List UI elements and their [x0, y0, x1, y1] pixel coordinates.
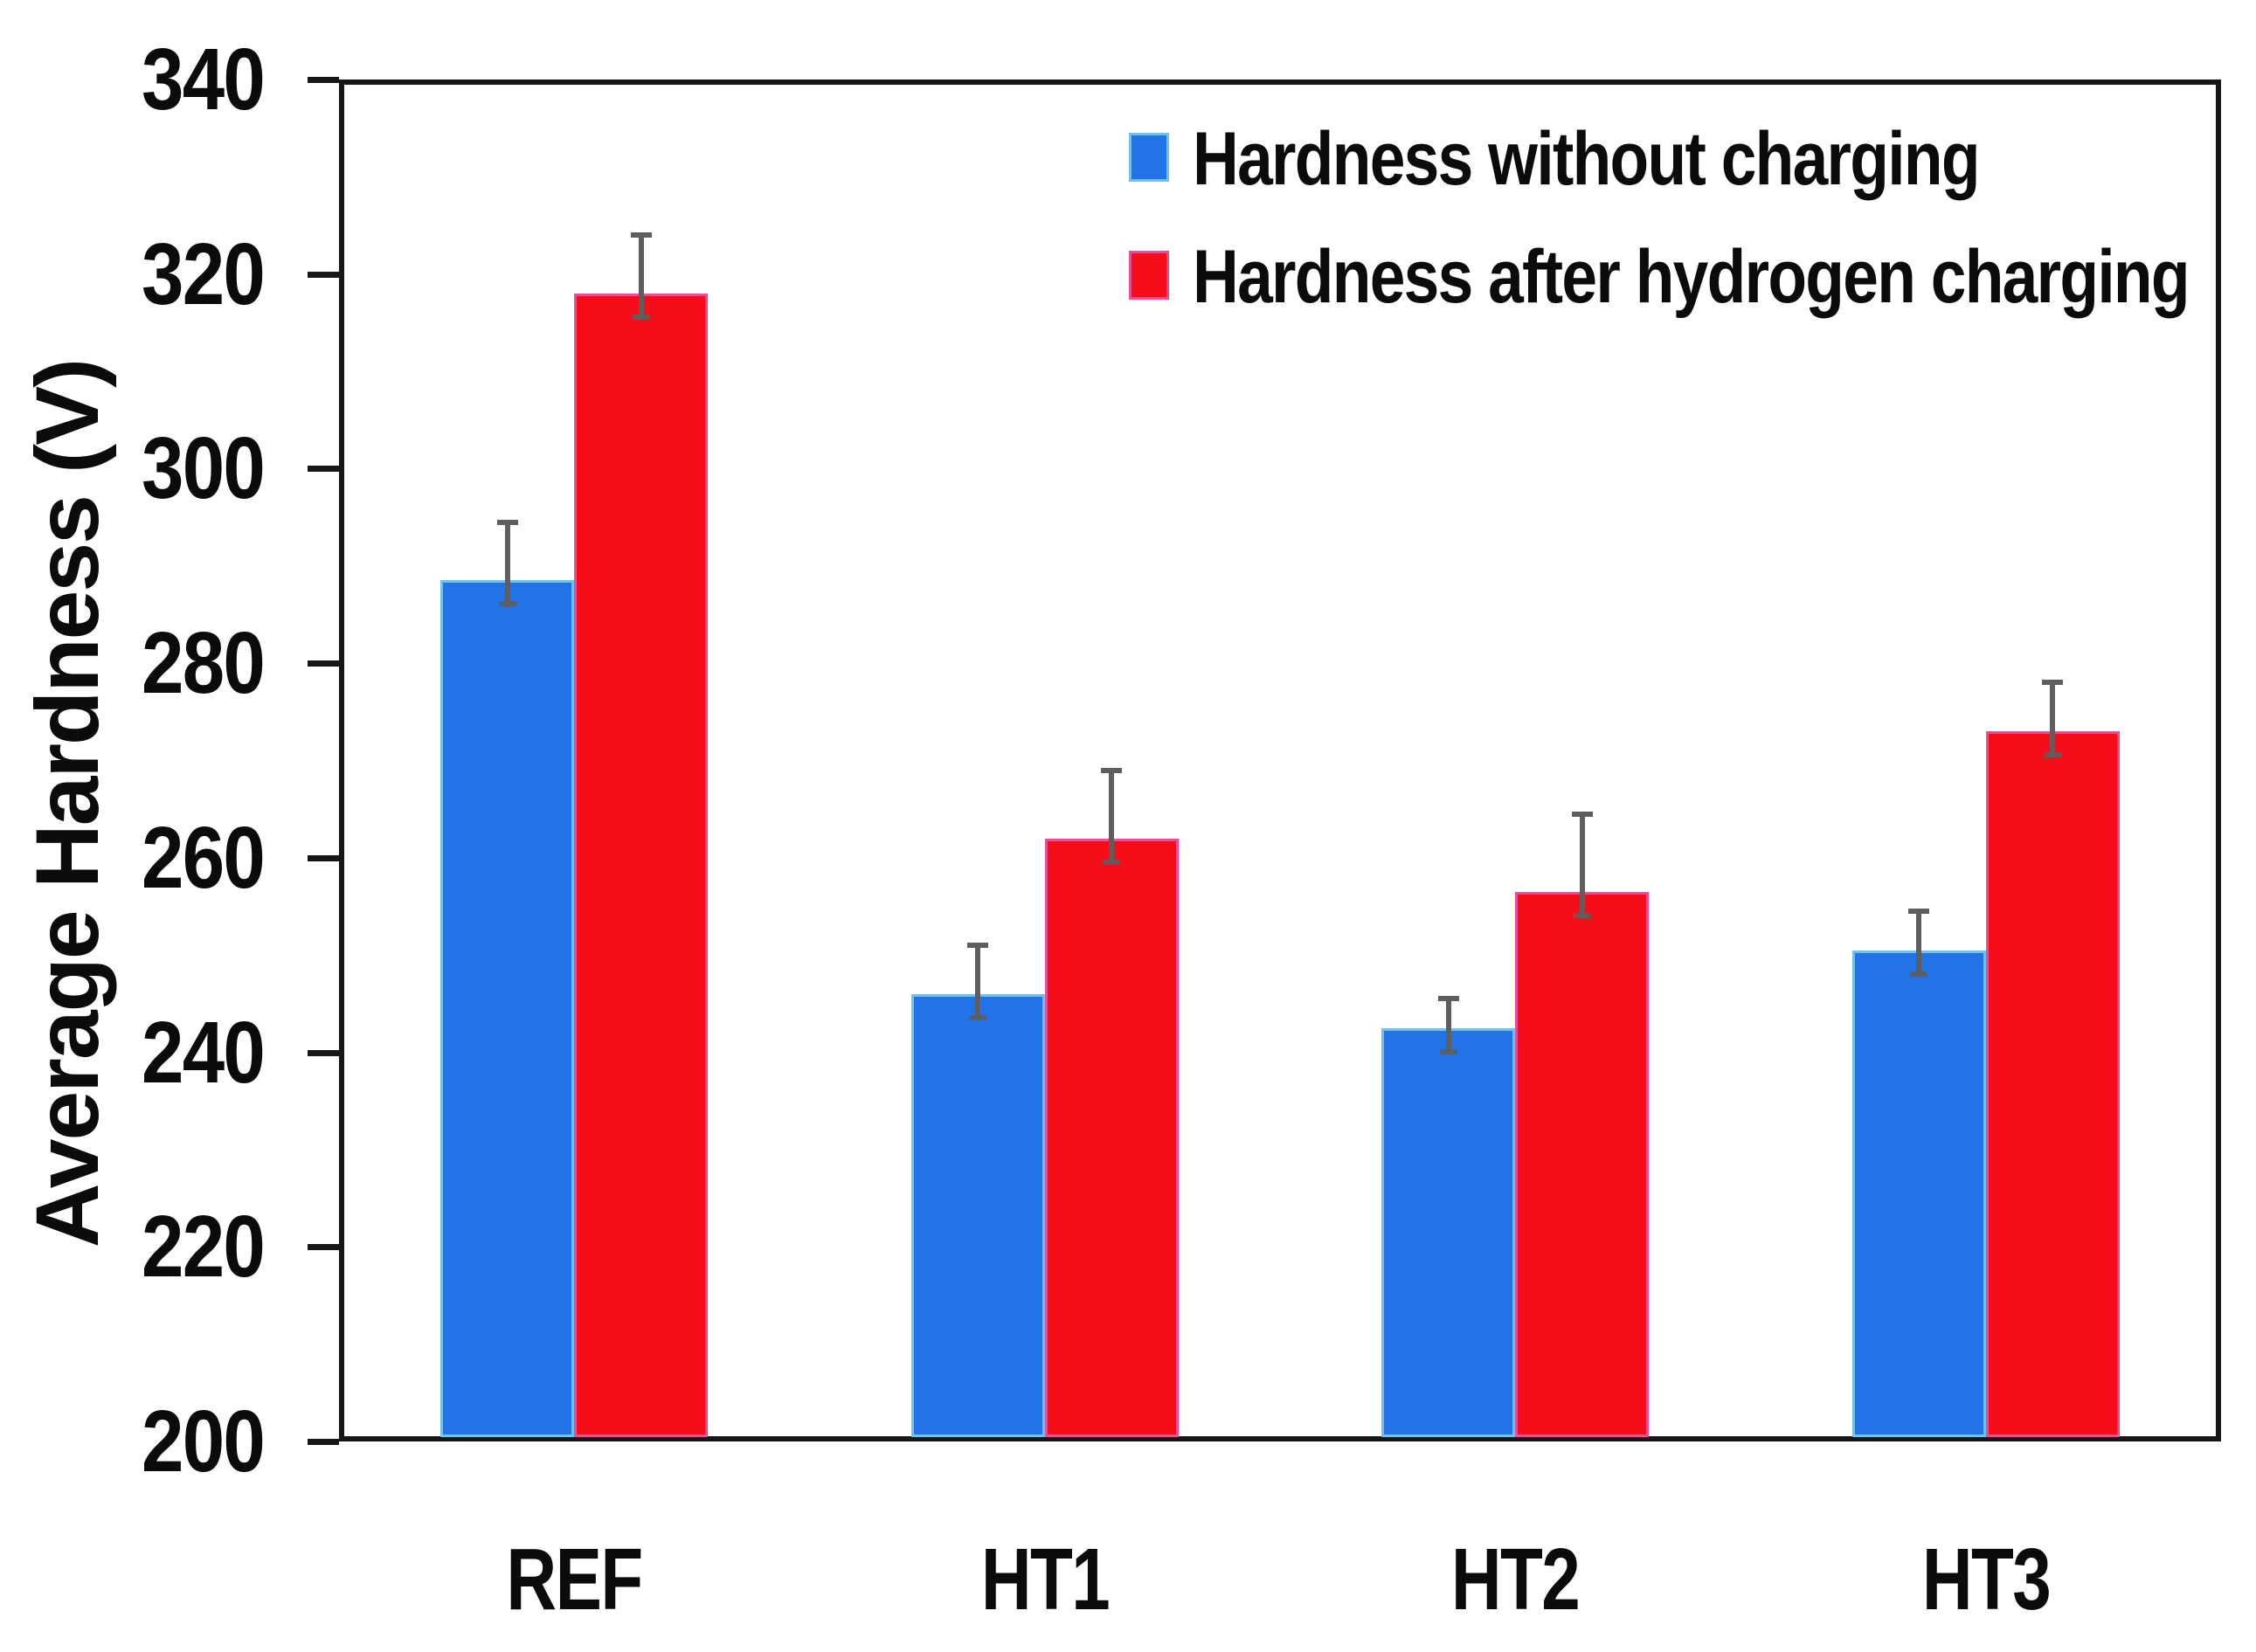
error-bar-REF-series1 [639, 235, 644, 320]
y-tick-240 [308, 1050, 339, 1056]
error-bar-top-cap-REF-series0 [497, 520, 518, 525]
x-label-HT3: HT3 [1921, 1531, 2052, 1628]
error-bar-HT1-series0 [975, 945, 980, 1020]
error-bar-REF-series0 [505, 522, 510, 607]
bar-HT1-series0 [911, 994, 1045, 1437]
error-bar-HT2-series0 [1446, 999, 1451, 1054]
y-tick-label-200: 200 [142, 1393, 266, 1490]
error-bar-bottom-cap-HT1-series0 [969, 1015, 986, 1020]
error-bar-bottom-cap-HT1-series1 [1103, 860, 1120, 865]
x-label-HT1: HT1 [980, 1531, 1111, 1628]
y-tick-320 [308, 272, 339, 278]
y-tick-260 [308, 855, 339, 861]
legend-swatch-after-hydrogen-charging [1129, 251, 1169, 300]
error-bar-top-cap-HT2-series0 [1438, 996, 1459, 1001]
x-label-HT2: HT2 [1450, 1531, 1581, 1628]
legend-label-without-charging: Hardness without charging [1193, 117, 1980, 201]
error-bar-top-cap-HT3-series1 [2042, 680, 2063, 685]
error-bar-HT3-series1 [2050, 682, 2055, 757]
error-bar-bottom-cap-HT3-series1 [2044, 752, 2061, 757]
legend-swatch-without-charging [1129, 133, 1169, 182]
bar-HT2-series1 [1515, 892, 1649, 1437]
y-tick-label-340: 340 [142, 31, 266, 128]
x-label-REF: REF [506, 1531, 643, 1628]
y-tick-label-280: 280 [142, 614, 266, 712]
error-bar-top-cap-HT3-series0 [1908, 909, 1929, 914]
error-bar-top-cap-REF-series1 [631, 232, 652, 238]
error-bar-bottom-cap-REF-series1 [633, 315, 650, 320]
bar-HT3-series1 [1986, 731, 2120, 1437]
error-bar-top-cap-HT1-series0 [967, 943, 988, 948]
y-tick-300 [308, 466, 339, 472]
error-bar-bottom-cap-HT2-series1 [1574, 913, 1591, 918]
y-tick-label-320: 320 [142, 225, 266, 323]
y-tick-340 [308, 77, 339, 83]
y-tick-200 [308, 1439, 339, 1445]
y-tick-label-220: 220 [142, 1198, 266, 1296]
y-tick-label-240: 240 [142, 1004, 266, 1102]
bar-HT3-series0 [1852, 950, 1986, 1437]
y-tick-220 [308, 1244, 339, 1250]
legend-label-after-hydrogen-charging: Hardness after hydrogen charging [1193, 235, 2190, 319]
y-tick-label-300: 300 [142, 419, 266, 517]
bar-HT2-series0 [1381, 1028, 1515, 1437]
error-bar-top-cap-HT1-series1 [1101, 768, 1122, 773]
y-tick-280 [308, 660, 339, 667]
bar-REF-series0 [440, 580, 574, 1437]
bar-REF-series1 [574, 294, 708, 1437]
error-bar-bottom-cap-HT3-series0 [1910, 971, 1927, 977]
error-bar-bottom-cap-REF-series0 [499, 601, 516, 606]
y-tick-label-260: 260 [142, 809, 266, 907]
error-bar-HT2-series1 [1580, 814, 1585, 918]
error-bar-HT3-series0 [1916, 911, 1921, 977]
error-bar-top-cap-HT2-series1 [1572, 812, 1593, 817]
error-bar-bottom-cap-HT2-series0 [1440, 1049, 1457, 1054]
error-bar-HT1-series1 [1109, 771, 1114, 865]
bar-HT1-series1 [1045, 839, 1179, 1437]
